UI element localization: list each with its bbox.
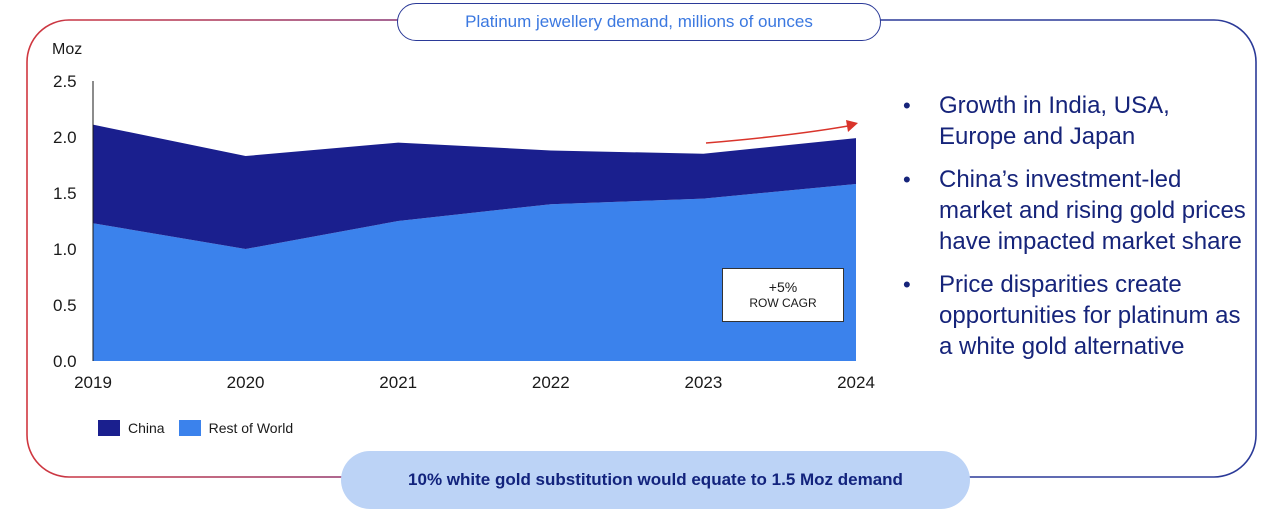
bullet-dot-icon: • bbox=[903, 167, 911, 192]
key-point: • Growth in India, USA, Europe and Japan bbox=[900, 90, 1250, 152]
y-tick-label: 0.0 bbox=[53, 352, 77, 371]
chart-title: Platinum jewellery demand, millions of o… bbox=[397, 3, 881, 41]
key-point: • China’s investment-led market and risi… bbox=[900, 164, 1250, 257]
bullet-dot-icon: • bbox=[903, 272, 911, 297]
x-tick-label: 2019 bbox=[74, 373, 112, 392]
y-tick-label: 2.0 bbox=[53, 128, 77, 147]
plot-area bbox=[93, 124, 856, 361]
y-tick-label: 1.0 bbox=[53, 240, 77, 259]
growth-arrow-head bbox=[846, 120, 858, 132]
x-tick-label: 2020 bbox=[227, 373, 265, 392]
footer-callout: 10% white gold substitution would equate… bbox=[341, 451, 970, 509]
legend-swatch-rest-of-world bbox=[178, 420, 201, 436]
bullet-dot-icon: • bbox=[903, 93, 911, 118]
area-rest-of-world bbox=[93, 184, 856, 361]
growth-arrow bbox=[705, 120, 858, 144]
cagr-annotation: +5% ROW CAGR bbox=[722, 268, 844, 322]
key-point: • Price disparities create opportunities… bbox=[900, 269, 1250, 362]
key-point-text: Growth in India, USA, Europe and Japan bbox=[939, 92, 1170, 150]
x-tick-label: 2022 bbox=[532, 373, 570, 392]
legend-label-rest-of-world: Rest of World bbox=[208, 420, 294, 436]
y-tick-label: 1.5 bbox=[53, 184, 77, 203]
y-axis-unit-label: Moz bbox=[52, 41, 82, 58]
footer-callout-text: 10% white gold substitution would equate… bbox=[408, 470, 903, 489]
y-tick-label: 0.5 bbox=[53, 296, 77, 315]
cagr-value: +5% bbox=[768, 278, 798, 295]
legend-item-rest-of-world: Rest of World bbox=[178, 420, 294, 436]
x-tick-label: 2021 bbox=[379, 373, 417, 392]
legend-swatch-china bbox=[98, 420, 120, 436]
legend-item-china: China bbox=[98, 420, 165, 436]
key-point-text: Price disparities create opportunities f… bbox=[939, 271, 1241, 360]
legend-label-china: China bbox=[128, 420, 165, 436]
key-point-text: China’s investment-led market and rising… bbox=[939, 166, 1246, 255]
y-axis: 0.0 0.5 1.0 1.5 2.0 2.5 bbox=[53, 72, 77, 371]
cagr-label: ROW CAGR bbox=[749, 296, 817, 311]
area-china bbox=[93, 124, 856, 249]
legend: China Rest of World bbox=[98, 420, 307, 436]
x-tick-label: 2023 bbox=[684, 373, 722, 392]
growth-arrow-line bbox=[705, 125, 849, 144]
key-points-list: • Growth in India, USA, Europe and Japan… bbox=[900, 90, 1250, 374]
x-axis: 2019 2020 2021 2022 2023 2024 bbox=[74, 373, 875, 392]
y-tick-label: 2.5 bbox=[53, 72, 77, 91]
chart-title-text: Platinum jewellery demand, millions of o… bbox=[465, 12, 813, 31]
x-tick-label: 2024 bbox=[837, 373, 875, 392]
